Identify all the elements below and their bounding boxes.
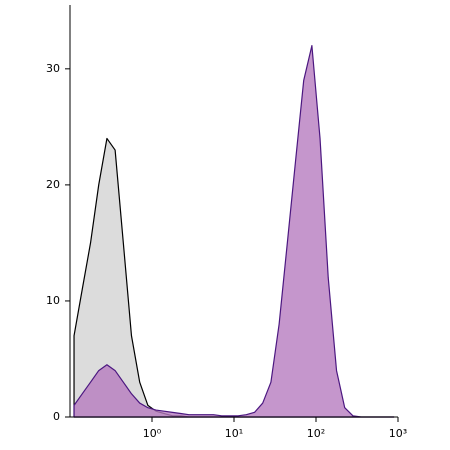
y-tick-label: 20 <box>46 178 60 191</box>
x-tick-label: 10² <box>307 427 325 440</box>
y-tick-label: 30 <box>46 62 60 75</box>
histogram-area <box>73 45 395 418</box>
histogram-area <box>73 137 395 418</box>
x-tick-label: 10³ <box>389 427 407 440</box>
x-tick-label: 10⁰ <box>143 427 162 440</box>
y-tick-label: 0 <box>53 410 60 423</box>
y-tick-label: 10 <box>46 294 60 307</box>
x-tick-label: 10¹ <box>225 427 243 440</box>
